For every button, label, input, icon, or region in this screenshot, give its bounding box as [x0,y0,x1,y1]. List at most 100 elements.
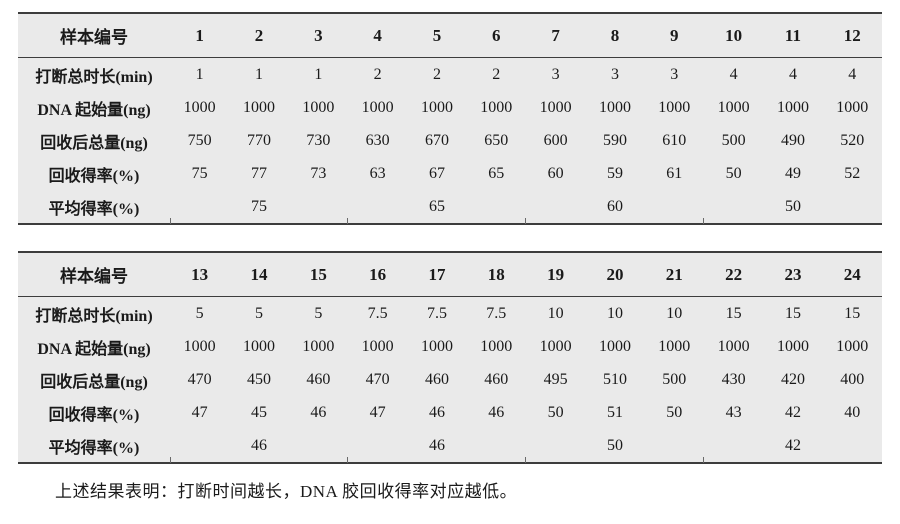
average-cell: 75 [169,190,348,224]
table-cell: 47 [369,403,386,421]
table-cell: 590 [602,131,627,149]
table-cell: 47 [191,403,208,421]
table-cell: 1000 [717,337,750,355]
sample-id-header: 4 [347,13,408,58]
table-row: 回收得率(%) 75 77 73 63 67 65 60 59 61 50 49 52 [18,157,882,190]
table-cell: 61 [666,164,683,182]
sample-id-header: 23 [763,252,823,297]
table-cell: 500 [721,131,746,149]
table-cell: 1000 [539,98,572,116]
sample-id-header: 24 [822,252,882,297]
table-cell: 1000 [361,337,394,355]
table-row: 回收后总量(ng) 750 770 730 630 670 650 600 590 610 500 4… [18,124,882,157]
conclusion-note: 上述结果表明：打断时间越长，DNA 胶回收得率对应越低。 [55,482,518,501]
table-cell: 1000 [242,337,275,355]
row-label: 打断总时长(min) [35,307,153,325]
table-cell: 52 [844,164,861,182]
table-cell: 46 [310,403,327,421]
table-cell: 42 [784,403,801,421]
average-cell: 50 [525,429,704,463]
average-row: 平均得率(%) 75 65 60 50 [18,190,882,224]
row-label: DNA 起始量(ng) [37,340,151,358]
sample-id-header: 14 [229,252,289,297]
table-cell: 430 [721,370,746,388]
average-row: 平均得率(%) 46 46 50 42 [18,429,882,463]
table-cell: 460 [424,370,449,388]
average-cell: 46 [169,429,348,463]
average-cell: 42 [703,429,882,463]
table-cell: 1000 [717,98,750,116]
table-cell: 15 [844,304,861,322]
sample-id-header: 22 [703,252,764,297]
table-cell: 60 [547,164,564,182]
table-cell: 15 [784,304,801,322]
sample-id-header: 8 [585,13,645,58]
table-cell: 67 [428,164,445,182]
header-row: 样本编号 1 2 3 4 5 6 7 8 9 10 11 12 [18,13,882,58]
table-cell: 1 [314,65,323,83]
table-cell: 46 [488,403,505,421]
table-cell: 1000 [598,337,631,355]
table-cell: 460 [484,370,509,388]
table-cell: 470 [365,370,390,388]
table-cell: 75 [191,164,208,182]
table-cell: 59 [606,164,623,182]
sample-table-1-12: 样本编号 1 2 3 4 5 6 7 8 9 10 11 12 打断总时长(min) 1 1 1 2 2 2 3 3 3 4 4… [18,12,882,225]
table-cell: 7.5 [486,304,507,322]
table-cell: 510 [602,370,627,388]
table-row: DNA 起始量(ng) 1000 1000 1000 1000 1000 1000 1000 1… [18,330,882,363]
table-cell: 77 [250,164,267,182]
table-cell: 50 [666,403,683,421]
row-label: DNA 起始量(ng) [37,101,151,119]
table-cell: 45 [250,403,267,421]
table-cell: 630 [365,131,390,149]
average-cell: 60 [525,190,704,224]
table-cell: 50 [725,164,742,182]
table-cell: 460 [306,370,331,388]
sample-id-header: 9 [644,13,704,58]
table-cell: 3 [670,65,679,83]
table-cell: 750 [187,131,212,149]
table-cell: 1000 [420,98,453,116]
table-cell: 1000 [302,98,335,116]
table-cell: 5 [314,304,323,322]
sample-id-header: 10 [703,13,764,58]
table-cell: 1000 [480,98,513,116]
row-label: 回收得率(%) [48,167,140,185]
header-row: 样本编号 13 14 15 16 17 18 19 20 21 22 23 24 [18,252,882,297]
table-cell: 73 [310,164,327,182]
table-cell: 500 [662,370,687,388]
table-row: 打断总时长(min) 1 1 1 2 2 2 3 3 3 4 4 4 [18,58,882,92]
table-cell: 15 [725,304,742,322]
table-cell: 51 [606,403,623,421]
sample-id-header: 6 [466,13,526,58]
sample-id-header: 12 [822,13,882,58]
document-page: 样本编号 1 2 3 4 5 6 7 8 9 10 11 12 打断总时长(min) 1 1 1 2 2 2 3 3 3 4 4… [0,12,900,524]
table-row: 回收后总量(ng) 470 450 460 470 460 460 495 510 500 430 4… [18,363,882,396]
table-cell: 46 [428,403,445,421]
table-cell: 610 [662,131,687,149]
table-cell: 490 [780,131,805,149]
table-cell: 670 [424,131,449,149]
table-corner-header: 样本编号 [18,13,170,58]
sample-id-header: 1 [170,13,230,58]
sample-id-header: 21 [644,252,704,297]
row-label: 回收后总量(ng) [40,373,148,391]
row-label: 平均得率(%) [48,439,140,457]
table-row: DNA 起始量(ng) 1000 1000 1000 1000 1000 1000 1000 1… [18,91,882,124]
table-cell: 1000 [776,337,809,355]
table-row: 回收得率(%) 47 45 46 47 46 46 50 51 50 43 42 40 [18,396,882,429]
sample-id-header: 7 [525,13,586,58]
table-cell: 2 [373,65,382,83]
table-cell: 4 [848,65,857,83]
table-cell: 1000 [836,98,869,116]
table-cell: 7.5 [367,304,388,322]
table-cell: 1000 [183,337,216,355]
sample-id-header: 16 [347,252,408,297]
table-cell: 1000 [302,337,335,355]
table-cell: 1000 [183,98,216,116]
table-row: 打断总时长(min) 5 5 5 7.5 7.5 7.5 10 10 10 15 15 15 [18,297,882,331]
table-cell: 2 [492,65,501,83]
table-cell: 420 [780,370,805,388]
table-cell: 600 [543,131,568,149]
